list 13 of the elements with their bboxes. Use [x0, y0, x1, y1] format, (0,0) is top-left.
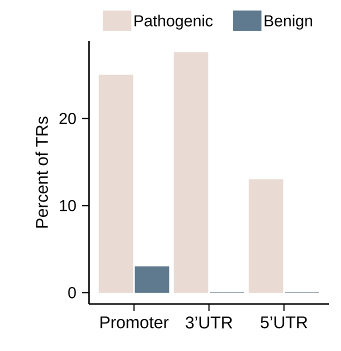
y-tick-label: 0 — [68, 287, 76, 298]
legend-label: Pathogenic — [134, 14, 213, 30]
x-tick-label: 5’UTR — [260, 316, 308, 328]
legend-label: Benign — [264, 14, 312, 30]
x-tick-label: 3’UTR — [186, 316, 232, 329]
y-tick-label: 20 — [60, 112, 76, 124]
x-tick-label: Promoter — [100, 316, 169, 328]
bar — [98, 74, 134, 293]
y-tick-label: 10 — [60, 200, 76, 212]
bar — [134, 266, 170, 293]
bar — [174, 52, 208, 293]
bar — [248, 179, 284, 293]
y-axis-title: Percent of TRs — [36, 116, 48, 228]
